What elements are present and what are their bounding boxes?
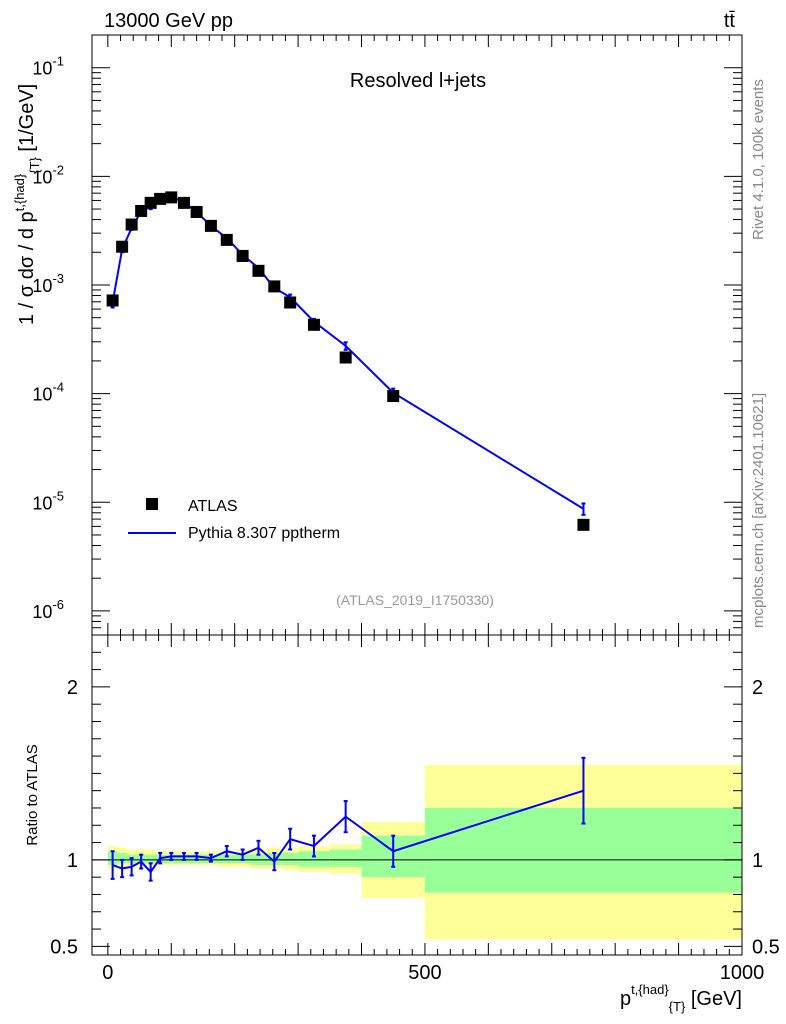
chart-title: Resolved l+jets xyxy=(350,70,486,92)
data-point-13 xyxy=(268,280,281,293)
band-stat-16 xyxy=(329,849,362,867)
ratio-tick-label-right-2: 2 xyxy=(752,677,763,699)
data-point-10 xyxy=(220,233,233,246)
data-point-1 xyxy=(116,240,129,253)
ratio-tick-label-right-1: 1 xyxy=(752,850,763,872)
data-point-12 xyxy=(252,264,265,277)
legend-pythia-label: Pythia 8.307 pptherm xyxy=(188,525,340,542)
data-point-3 xyxy=(135,204,148,217)
y-tick-label-0: 10-6 xyxy=(32,597,64,622)
data-point-11 xyxy=(236,249,249,262)
data-point-16 xyxy=(339,351,352,364)
band-stat-1 xyxy=(117,852,127,864)
ratio-uncertainty-bands xyxy=(107,764,742,940)
ratio-series xyxy=(110,756,586,882)
band-stat-14 xyxy=(282,852,299,866)
ratio-y-axis-title: Ratio to ATLAS xyxy=(24,744,41,845)
main-plot-frame xyxy=(91,34,743,636)
band-stat-10 xyxy=(218,854,235,864)
data-point-4 xyxy=(144,196,157,209)
ratio-plot-frame xyxy=(91,634,743,956)
y-tick-label-3: 10-3 xyxy=(32,271,64,296)
data-point-17 xyxy=(387,390,400,403)
energy-label: 13000 GeV pp xyxy=(104,10,233,32)
axis-ticks xyxy=(92,34,743,955)
data-point-9 xyxy=(204,219,217,232)
data-point-7 xyxy=(177,196,190,209)
x-axis-title: pt,{had}{T} [GeV] xyxy=(620,982,742,1014)
process-label: tt̄ xyxy=(724,10,736,32)
ratio-tick-label-left-1: 1 xyxy=(67,850,78,872)
mcplots-label: mcplots.cern.ch [arXiv:2401.10621] xyxy=(750,393,767,628)
y-axis-title: 1 / σ dσ / d pt,{had}{T} [1/GeV] xyxy=(12,84,42,325)
ratio-tick-label-right-0: 0.5 xyxy=(752,936,780,958)
legend-atlas-marker xyxy=(146,498,158,510)
data-point-5 xyxy=(154,192,167,205)
y-tick-label-2: 10-4 xyxy=(32,380,64,405)
legend: ATLAS Pythia 8.307 pptherm xyxy=(128,498,340,542)
rivet-label: Rivet 4.1.0, 100k events xyxy=(750,79,767,240)
data-point-15 xyxy=(307,318,320,331)
ratio-tick-label-left-2: 2 xyxy=(67,677,78,699)
data-point-14 xyxy=(284,296,297,309)
x-tick-label-0: 0 xyxy=(102,962,113,984)
band-stat-15 xyxy=(298,851,330,867)
ratio-tick-label-left-0: 0.5 xyxy=(50,936,78,958)
data-point-2 xyxy=(125,218,138,231)
data-point-0 xyxy=(106,294,119,307)
x-tick-label-1: 500 xyxy=(408,962,441,984)
band-stat-4 xyxy=(145,854,156,864)
y-tick-label-5: 10-1 xyxy=(32,54,64,79)
analysis-id: (ATLAS_2019_I1750330) xyxy=(336,592,494,608)
legend-atlas-label: ATLAS xyxy=(188,498,238,515)
data-point-18 xyxy=(577,518,590,531)
x-tick-label-2: 1000 xyxy=(720,962,765,984)
data-series xyxy=(106,191,590,531)
data-point-6 xyxy=(165,191,178,204)
data-point-8 xyxy=(190,205,203,218)
y-tick-label-1: 10-5 xyxy=(32,488,64,513)
